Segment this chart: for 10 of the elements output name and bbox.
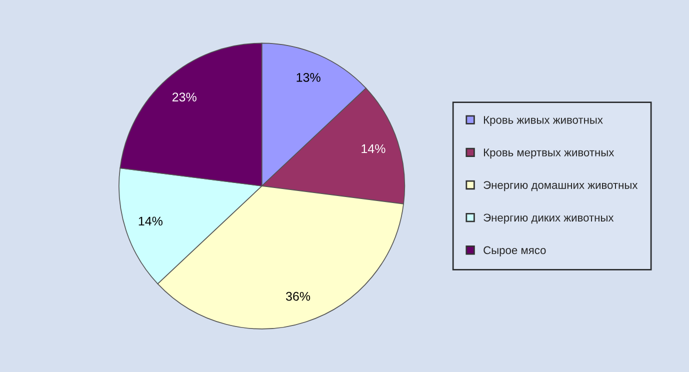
data-label: 14%: [362, 144, 386, 154]
data-label: 36%: [286, 292, 310, 301]
data-label: 14%: [138, 216, 162, 226]
legend-label: Сырое мясо: [484, 246, 546, 256]
legend-label: Энергию диких животных: [484, 214, 614, 224]
legend-label: Энергию домашних животных: [484, 181, 638, 192]
data-label: 23%: [172, 92, 196, 102]
data-label: 13%: [296, 73, 320, 82]
legend-label: Кровь живых животных: [484, 116, 603, 126]
legend-label: Кровь мертвых животных: [484, 148, 614, 159]
